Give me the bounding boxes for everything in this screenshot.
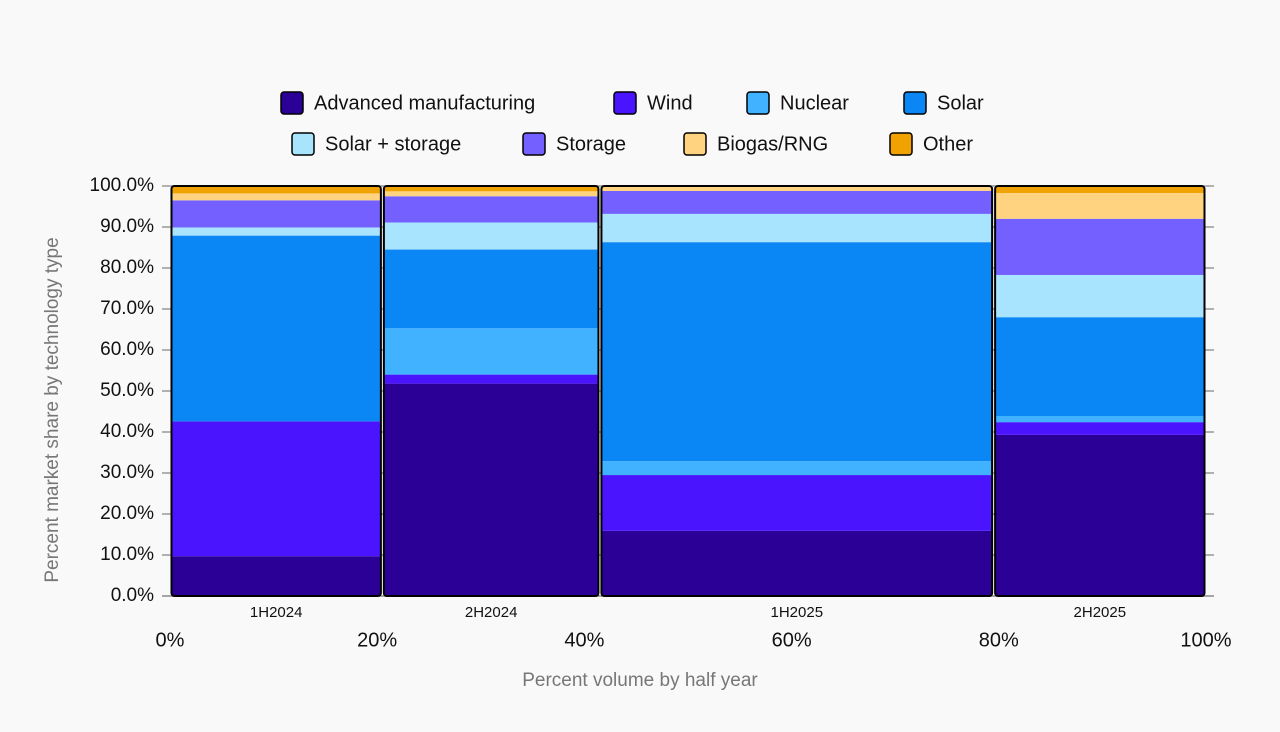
bar-segment bbox=[995, 186, 1205, 193]
y-tick-label: 70.0% bbox=[100, 298, 154, 319]
y-tick-label: 10.0% bbox=[100, 544, 154, 565]
legend-swatch bbox=[683, 132, 707, 156]
bar-segment bbox=[601, 186, 993, 191]
legend-label: Solar + storage bbox=[325, 133, 461, 155]
x-tick-label: 0% bbox=[156, 629, 185, 651]
bar-segment bbox=[171, 186, 381, 194]
bar-segment bbox=[995, 218, 1205, 275]
category-label: 1H2024 bbox=[250, 604, 303, 621]
bar-segment bbox=[383, 328, 599, 375]
bar-segment bbox=[383, 186, 599, 192]
category-label: 2H2024 bbox=[465, 604, 518, 621]
y-tick-label: 30.0% bbox=[100, 462, 154, 483]
y-axis-title: Percent market share by technology type bbox=[42, 237, 63, 582]
y-tick-label: 50.0% bbox=[100, 380, 154, 401]
bar-segment bbox=[601, 213, 993, 243]
bar-segment bbox=[601, 461, 993, 476]
bar-segment bbox=[171, 193, 381, 201]
legend-swatch bbox=[889, 132, 913, 156]
bar-segment bbox=[383, 249, 599, 329]
bar-segment bbox=[171, 556, 381, 596]
bar-segment bbox=[995, 192, 1205, 219]
legend: Advanced manufacturing Wind Nuclear Solar So… bbox=[280, 91, 984, 156]
bars: 1H2024 2H2024 1H2025 2H2025 bbox=[170, 185, 1206, 621]
bar-segment bbox=[995, 422, 1205, 435]
category-label: 2H2025 bbox=[1074, 604, 1127, 621]
legend-label: Wind bbox=[647, 92, 693, 114]
column-border bbox=[600, 185, 994, 597]
legend-swatch bbox=[613, 91, 637, 115]
bar-segment bbox=[171, 200, 381, 228]
legend-label: Storage bbox=[556, 133, 626, 155]
bar-segment bbox=[601, 242, 993, 462]
y-tick-label: 40.0% bbox=[100, 421, 154, 442]
legend-label: Solar bbox=[937, 92, 984, 114]
bar-segment bbox=[995, 317, 1205, 417]
bar-segment bbox=[383, 222, 599, 250]
y-tick-label: 90.0% bbox=[100, 216, 154, 237]
legend-swatch bbox=[903, 91, 927, 115]
legend-swatch bbox=[522, 132, 546, 156]
legend-label: Biogas/RNG bbox=[717, 133, 828, 155]
bar-segment bbox=[995, 434, 1205, 596]
bar-segment bbox=[383, 191, 599, 197]
y-tick-label: 0.0% bbox=[111, 585, 154, 606]
y-tick-label: 100.0% bbox=[90, 175, 155, 196]
bar-segment bbox=[601, 190, 993, 214]
legend-swatch bbox=[291, 132, 315, 156]
y-tick-label: 80.0% bbox=[100, 257, 154, 278]
bar-segment bbox=[171, 227, 381, 236]
x-tick-label: 40% bbox=[564, 629, 604, 651]
bar-segment bbox=[171, 421, 381, 557]
bar-segment bbox=[601, 475, 993, 531]
x-tick-label: 80% bbox=[979, 629, 1019, 651]
bar-segment bbox=[383, 196, 599, 223]
x-tick-label: 100% bbox=[1180, 629, 1231, 651]
bar-segment bbox=[601, 530, 993, 596]
x-tick-label: 20% bbox=[357, 629, 397, 651]
legend-swatch bbox=[746, 91, 770, 115]
bar-segment bbox=[383, 383, 599, 596]
legend-label: Nuclear bbox=[780, 92, 849, 114]
x-axis-title: Percent volume by half year bbox=[522, 670, 758, 691]
bar-segment bbox=[995, 274, 1205, 318]
y-tick-label: 20.0% bbox=[100, 503, 154, 524]
category-label: 1H2025 bbox=[771, 604, 824, 621]
column-border bbox=[994, 185, 1206, 597]
x-tick-label: 60% bbox=[772, 629, 812, 651]
legend-label: Advanced manufacturing bbox=[314, 92, 535, 114]
column-border bbox=[170, 185, 382, 597]
legend-label: Other bbox=[923, 133, 973, 155]
y-tick-label: 60.0% bbox=[100, 339, 154, 360]
bar-segment bbox=[171, 235, 381, 422]
column-border bbox=[382, 185, 600, 597]
legend-swatch bbox=[280, 91, 304, 115]
bar-segment bbox=[383, 374, 599, 384]
bar-segment bbox=[995, 416, 1205, 423]
